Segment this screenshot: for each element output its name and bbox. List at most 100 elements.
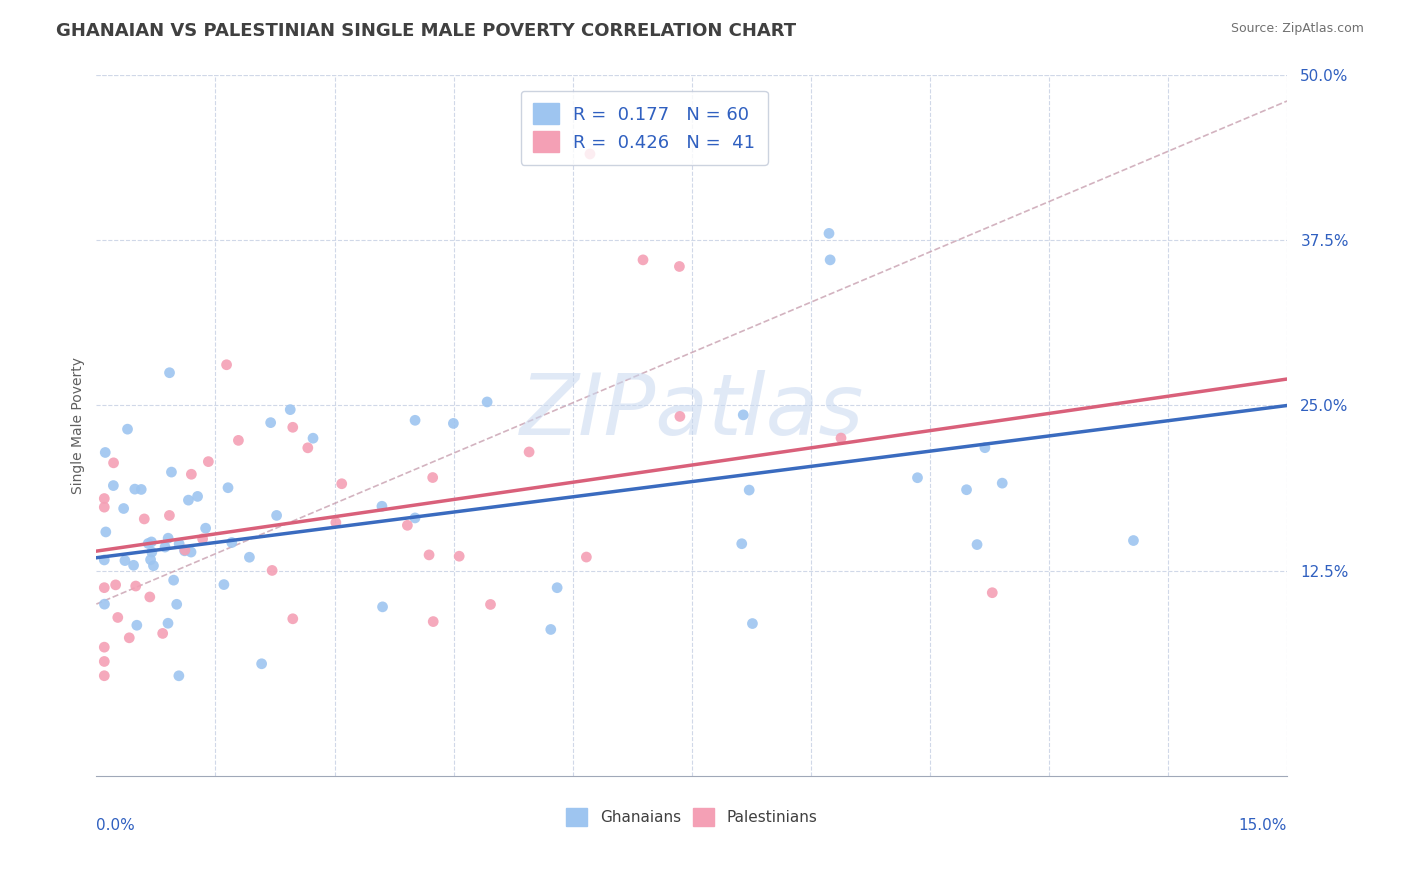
Point bbox=[162, 573, 184, 587]
Point bbox=[330, 476, 353, 491]
Point bbox=[579, 147, 602, 161]
Point bbox=[118, 631, 141, 645]
Point bbox=[404, 511, 426, 525]
Point bbox=[157, 531, 180, 545]
Point bbox=[212, 577, 235, 591]
Text: ZIPatlas: ZIPatlas bbox=[520, 370, 863, 453]
Point bbox=[129, 483, 152, 497]
Point bbox=[250, 657, 273, 671]
Point bbox=[159, 366, 181, 380]
Point bbox=[152, 626, 174, 640]
Point bbox=[107, 610, 129, 624]
Point bbox=[139, 590, 162, 604]
Point bbox=[517, 445, 540, 459]
Point bbox=[94, 524, 117, 539]
Point bbox=[228, 434, 250, 448]
Point bbox=[103, 478, 125, 492]
Text: GHANAIAN VS PALESTINIAN SINGLE MALE POVERTY CORRELATION CHART: GHANAIAN VS PALESTINIAN SINGLE MALE POVE… bbox=[56, 22, 796, 40]
Point bbox=[114, 553, 136, 567]
Point bbox=[669, 409, 692, 424]
Point bbox=[281, 420, 304, 434]
Point bbox=[197, 455, 219, 469]
Text: 15.0%: 15.0% bbox=[1239, 818, 1286, 833]
Point bbox=[194, 521, 217, 535]
Point bbox=[738, 483, 761, 497]
Point bbox=[371, 500, 394, 514]
Point bbox=[93, 655, 115, 669]
Point bbox=[153, 540, 176, 554]
Point bbox=[142, 558, 165, 573]
Point bbox=[260, 416, 283, 430]
Point bbox=[907, 471, 929, 485]
Point bbox=[546, 581, 568, 595]
Point bbox=[741, 616, 763, 631]
Point bbox=[981, 585, 1004, 599]
Point bbox=[93, 597, 115, 611]
Point bbox=[422, 470, 444, 484]
Point bbox=[94, 445, 117, 459]
Point bbox=[93, 640, 115, 655]
Point bbox=[540, 623, 562, 637]
Point bbox=[104, 578, 127, 592]
Point bbox=[974, 441, 997, 455]
Point bbox=[475, 395, 498, 409]
Point bbox=[575, 550, 598, 565]
Point bbox=[157, 508, 180, 523]
Point bbox=[221, 535, 243, 549]
Point bbox=[479, 598, 502, 612]
Point bbox=[991, 476, 1014, 491]
Point bbox=[103, 456, 125, 470]
Point bbox=[125, 618, 148, 632]
Point bbox=[302, 431, 325, 445]
Point bbox=[124, 482, 146, 496]
Text: 0.0%: 0.0% bbox=[97, 818, 135, 833]
Point bbox=[134, 512, 156, 526]
Y-axis label: Single Male Poverty: Single Male Poverty bbox=[72, 357, 86, 494]
Point bbox=[1122, 533, 1144, 548]
Point bbox=[731, 537, 754, 551]
Point bbox=[297, 441, 319, 455]
Point bbox=[262, 564, 284, 578]
Point bbox=[215, 358, 238, 372]
Point bbox=[93, 581, 115, 595]
Point bbox=[422, 615, 444, 629]
Point bbox=[156, 616, 179, 631]
Point bbox=[93, 669, 115, 683]
Point bbox=[325, 516, 347, 530]
Point bbox=[160, 465, 183, 479]
Point bbox=[167, 537, 190, 551]
Point bbox=[180, 545, 202, 559]
Point bbox=[173, 544, 195, 558]
Point bbox=[830, 431, 852, 445]
Point bbox=[631, 252, 654, 267]
Point bbox=[122, 558, 145, 573]
Legend: Ghanaians, Palestinians: Ghanaians, Palestinians bbox=[560, 802, 824, 831]
Point bbox=[93, 553, 115, 567]
Point bbox=[217, 481, 239, 495]
Point bbox=[955, 483, 977, 497]
Point bbox=[733, 408, 755, 422]
Point bbox=[191, 532, 214, 546]
Point bbox=[818, 252, 841, 267]
Point bbox=[418, 548, 440, 562]
Point bbox=[177, 493, 200, 508]
Point bbox=[112, 501, 135, 516]
Point bbox=[281, 612, 304, 626]
Point bbox=[141, 535, 163, 549]
Point bbox=[174, 543, 197, 558]
Point bbox=[449, 549, 471, 564]
Point bbox=[93, 500, 115, 515]
Point bbox=[371, 599, 394, 614]
Point bbox=[166, 597, 188, 611]
Point bbox=[668, 260, 690, 274]
Point bbox=[125, 579, 148, 593]
Point bbox=[441, 417, 464, 431]
Point bbox=[396, 518, 419, 533]
Text: Source: ZipAtlas.com: Source: ZipAtlas.com bbox=[1230, 22, 1364, 36]
Point bbox=[139, 552, 162, 566]
Point bbox=[141, 545, 163, 559]
Point bbox=[167, 669, 190, 683]
Point bbox=[93, 491, 115, 506]
Point bbox=[966, 538, 988, 552]
Point bbox=[278, 402, 301, 417]
